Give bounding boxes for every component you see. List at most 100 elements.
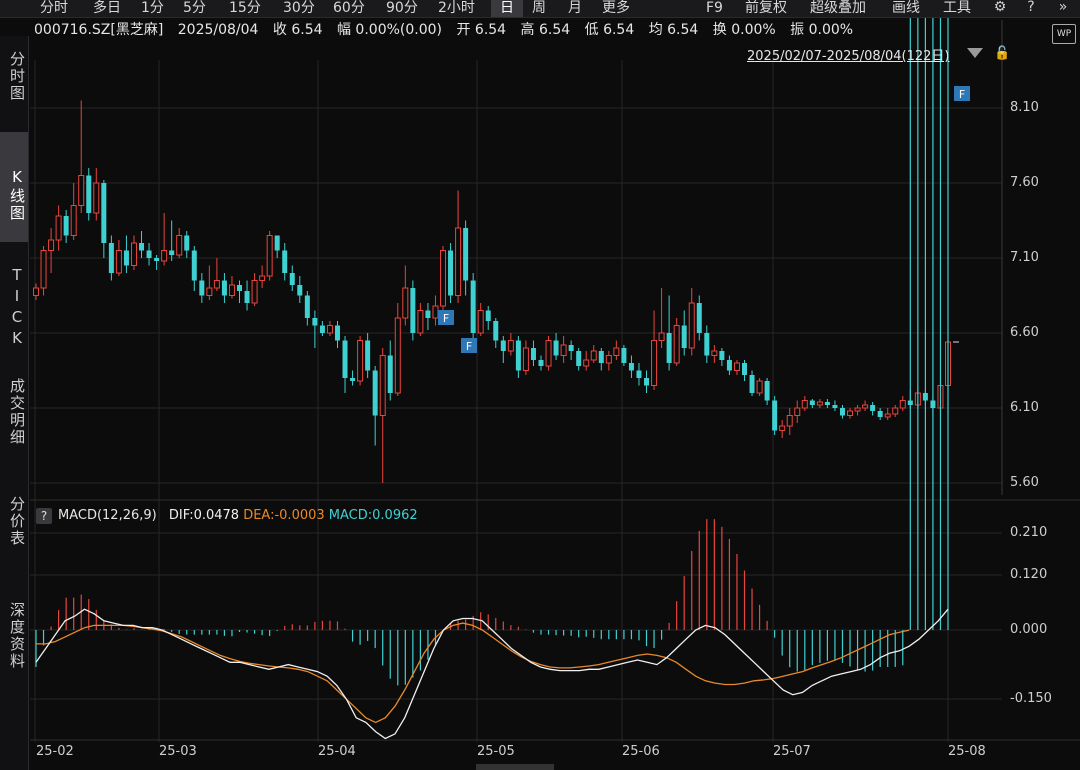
quote-change: 幅 0.00%(0.00): [336, 22, 443, 38]
candle: [779, 425, 786, 431]
candle: [206, 287, 213, 296]
help-icon[interactable]: ?: [1027, 0, 1035, 15]
macd-y-tick-label: 0.210: [1010, 525, 1048, 540]
tab-day[interactable]: 日: [491, 0, 523, 17]
candle: [251, 280, 258, 304]
macd-y-tick-label: 0.000: [1010, 622, 1048, 637]
f-marker-icon: [438, 310, 454, 325]
candle: [93, 182, 100, 214]
tab-multiday[interactable]: 多日: [93, 0, 121, 16]
overlay-button[interactable]: 超级叠加: [810, 0, 866, 16]
x-tick-label: 25-02: [36, 744, 74, 759]
scrollbar[interactable]: [476, 764, 554, 770]
macd-y-tick-label: -0.150: [1010, 691, 1052, 706]
candle: [485, 310, 491, 321]
wp-icon[interactable]: WP: [1052, 24, 1076, 44]
sidebar-item-depth[interactable]: 深度资料: [8, 602, 26, 670]
tab-more[interactable]: 更多: [602, 0, 630, 16]
tab-2hour[interactable]: 2小时: [438, 0, 475, 16]
sidebar-item-price-table[interactable]: 分价表: [8, 495, 26, 547]
candle: [146, 250, 152, 258]
f9-button[interactable]: F9: [706, 0, 723, 16]
tab-15min[interactable]: 15分: [229, 0, 261, 16]
tab-week[interactable]: 周: [532, 0, 546, 16]
macd-help-button[interactable]: ?: [36, 508, 52, 524]
expand-icon[interactable]: »: [1058, 0, 1068, 15]
candle: [847, 410, 854, 416]
candle: [628, 363, 634, 371]
dropdown-triangle-icon[interactable]: [967, 48, 983, 58]
candle: [266, 235, 273, 277]
candle: [545, 340, 552, 367]
date-range-selector[interactable]: 2025/02/07-2025/08/04(122日): [747, 49, 950, 64]
tab-60min[interactable]: 60分: [333, 0, 365, 16]
quote-avg: 均 6.54: [648, 22, 699, 38]
x-tick-label: 25-06: [622, 744, 660, 759]
macd-value: MACD:0.0962: [328, 508, 418, 523]
candle: [673, 325, 680, 364]
sidebar-item-kline[interactable]: K线图: [0, 132, 28, 242]
candle: [357, 340, 364, 382]
candle: [801, 400, 808, 409]
candle: [658, 332, 665, 341]
tab-30min[interactable]: 30分: [283, 0, 315, 16]
macd-title[interactable]: MACD(12,26,9): [58, 508, 157, 523]
candle: [832, 405, 838, 408]
candle: [892, 407, 899, 415]
candle: [741, 363, 747, 375]
candle: [297, 285, 303, 296]
macd-legend: MACD(12,26,9) DIF:0.0478 DEA:-0.0003 MAC…: [58, 506, 418, 526]
macd-dif: DIF:0.0478: [168, 508, 240, 523]
candle: [402, 287, 409, 319]
tab-fenshi[interactable]: 分时: [40, 0, 68, 16]
candle: [598, 351, 604, 363]
candle: [839, 408, 845, 416]
candle: [154, 258, 160, 261]
sidebar-item-trades[interactable]: 成交明细: [8, 378, 26, 446]
x-tick-label: 25-08: [948, 744, 986, 759]
sidebar-item-fenshi[interactable]: 分时图: [8, 50, 26, 102]
candle: [530, 348, 536, 360]
candle: [365, 340, 371, 371]
candle: [749, 375, 755, 393]
f-marker-label: F: [959, 88, 965, 101]
candle: [854, 407, 861, 412]
toolbar: 分时 多日 1分 5分 15分 30分 60分 90分 2小时 日 周 月 更多…: [0, 0, 1080, 18]
candle: [884, 413, 891, 418]
gear-icon[interactable]: ⚙: [993, 0, 1007, 15]
candle: [733, 362, 740, 371]
f-marker-icon: [954, 86, 970, 101]
sidebar-item-tick[interactable]: TICK: [8, 266, 26, 350]
candle: [538, 360, 544, 366]
candle: [304, 295, 310, 318]
candle: [101, 183, 107, 243]
candle: [651, 340, 658, 386]
tab-90min[interactable]: 90分: [386, 0, 418, 16]
candle: [824, 402, 830, 405]
candle: [289, 273, 295, 285]
tab-5min[interactable]: 5分: [183, 0, 206, 16]
candle: [78, 175, 85, 206]
adjust-button[interactable]: 前复权: [745, 0, 787, 16]
y-tick-label: 7.10: [1010, 250, 1039, 265]
stock-code: 000716.SZ[黑芝麻]: [34, 22, 164, 38]
candle: [764, 381, 770, 401]
candle: [786, 415, 793, 427]
sidebar: 分时图 K线图 TICK 成交明细 分价表 深度资料: [0, 36, 29, 770]
lock-icon[interactable]: 🔓: [994, 46, 1011, 61]
candle: [644, 378, 650, 386]
f-marker-icon: [461, 338, 477, 353]
candle: [176, 235, 183, 256]
tab-month[interactable]: 月: [568, 0, 582, 16]
x-tick-label: 25-05: [477, 744, 515, 759]
candle: [583, 359, 590, 367]
tab-1min[interactable]: 1分: [141, 0, 164, 16]
quote-high: 高 6.54: [520, 22, 571, 38]
draw-line-button[interactable]: 画线: [892, 0, 920, 16]
candle: [40, 250, 47, 289]
tools-button[interactable]: 工具: [943, 0, 971, 16]
candle: [48, 239, 55, 251]
candle: [726, 360, 732, 371]
candle: [463, 228, 469, 281]
